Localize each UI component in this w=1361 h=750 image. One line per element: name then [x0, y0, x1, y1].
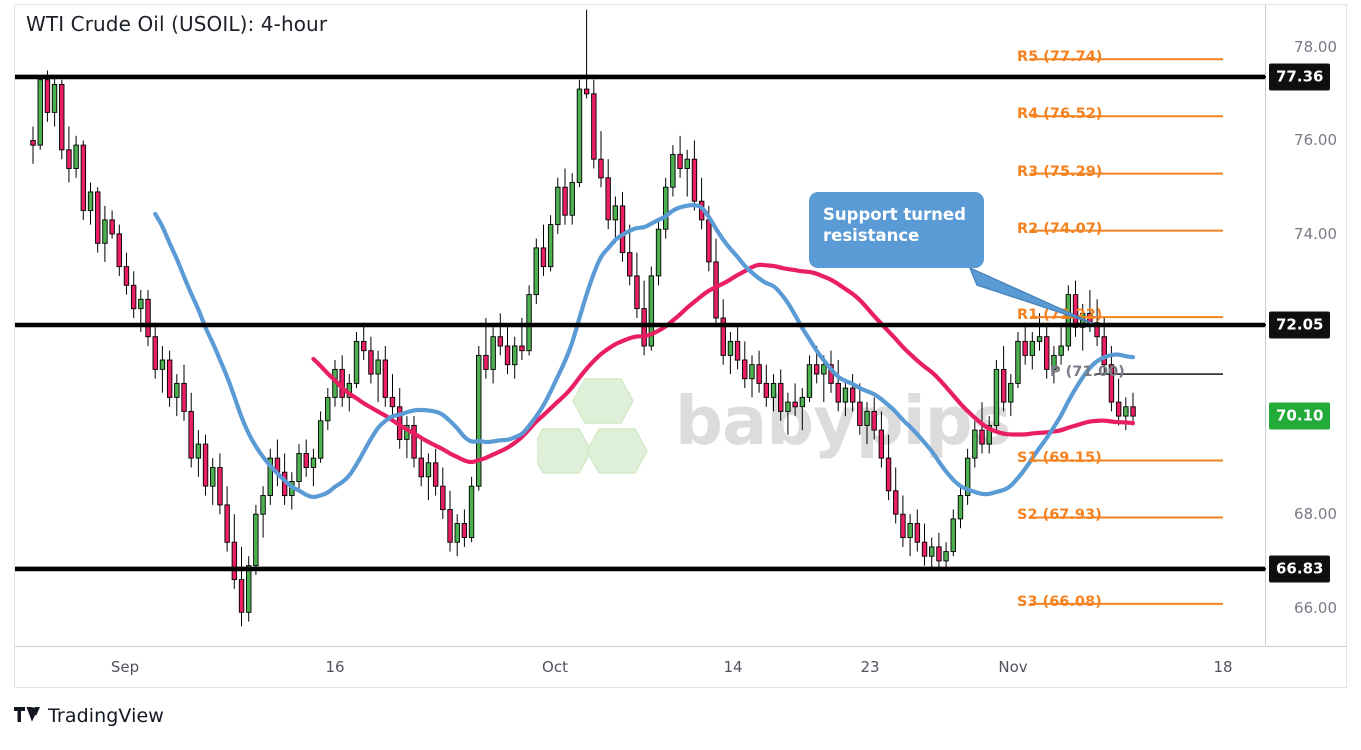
tradingview-logo-icon [14, 707, 40, 722]
pivot-label-s1: S1 (69.15) [1017, 450, 1102, 467]
price-axis[interactable]: 78.00 76.00 74.00 68.00 66.00 77.36 72.05 70.10… [1259, 5, 1346, 645]
price-tick: 76.00 [1294, 131, 1337, 150]
pivot-label-s3: S3 (66.08) [1017, 593, 1102, 610]
time-tick: Sep [110, 658, 140, 676]
plot-area[interactable]: babypips R5 (77.74) R4 (76.52) R3 (75.29) R… [15, 5, 1265, 645]
pivot-label-s2: S2 (67.93) [1017, 507, 1102, 524]
time-tick: 16 [325, 658, 345, 676]
time-tick: Nov [998, 658, 1028, 676]
page-title: WTI Crude Oil (USOIL): 4-hour [26, 12, 328, 36]
tradingview-label: TradingView [48, 705, 164, 727]
level-lines [15, 58, 1265, 605]
price-badge-66.83: 66.83 [1269, 555, 1331, 583]
time-tick: 14 [723, 658, 743, 676]
callout-tail-icon [968, 266, 1093, 324]
pivot-label-p: P (71.00) [1050, 364, 1125, 381]
price-badge-70.10: 70.10 [1269, 402, 1331, 430]
price-badge-72.05: 72.05 [1269, 311, 1331, 339]
price-tick: 78.00 [1294, 38, 1337, 57]
annotation-pointer [968, 266, 1093, 324]
pivot-label-r4: R2 (74.07) [1017, 220, 1103, 237]
price-tick: 66.00 [1294, 598, 1337, 617]
price-tick: 68.00 [1294, 505, 1337, 524]
moving-average-lines [153, 202, 1136, 500]
price-tick: 74.00 [1294, 224, 1337, 243]
annotation-callout[interactable]: Support turned resistance [809, 192, 984, 268]
time-tick: 23 [860, 658, 880, 676]
footer: TradingView [14, 705, 164, 727]
pivot-label-r3: R3 (75.29) [1017, 163, 1103, 180]
time-tick: Oct [542, 658, 568, 676]
price-badge-77.36: 77.36 [1269, 63, 1331, 91]
pivot-label-r2: R4 (76.52) [1017, 106, 1103, 123]
time-tick: 18 [1213, 658, 1233, 676]
time-axis[interactable]: Sep 16 Oct 14 23 Nov 18 [15, 646, 1346, 687]
annotation-text: Support turned resistance [823, 205, 966, 246]
candlestick-series [30, 9, 1136, 627]
pivot-label-r1: R5 (77.74) [1017, 49, 1103, 66]
